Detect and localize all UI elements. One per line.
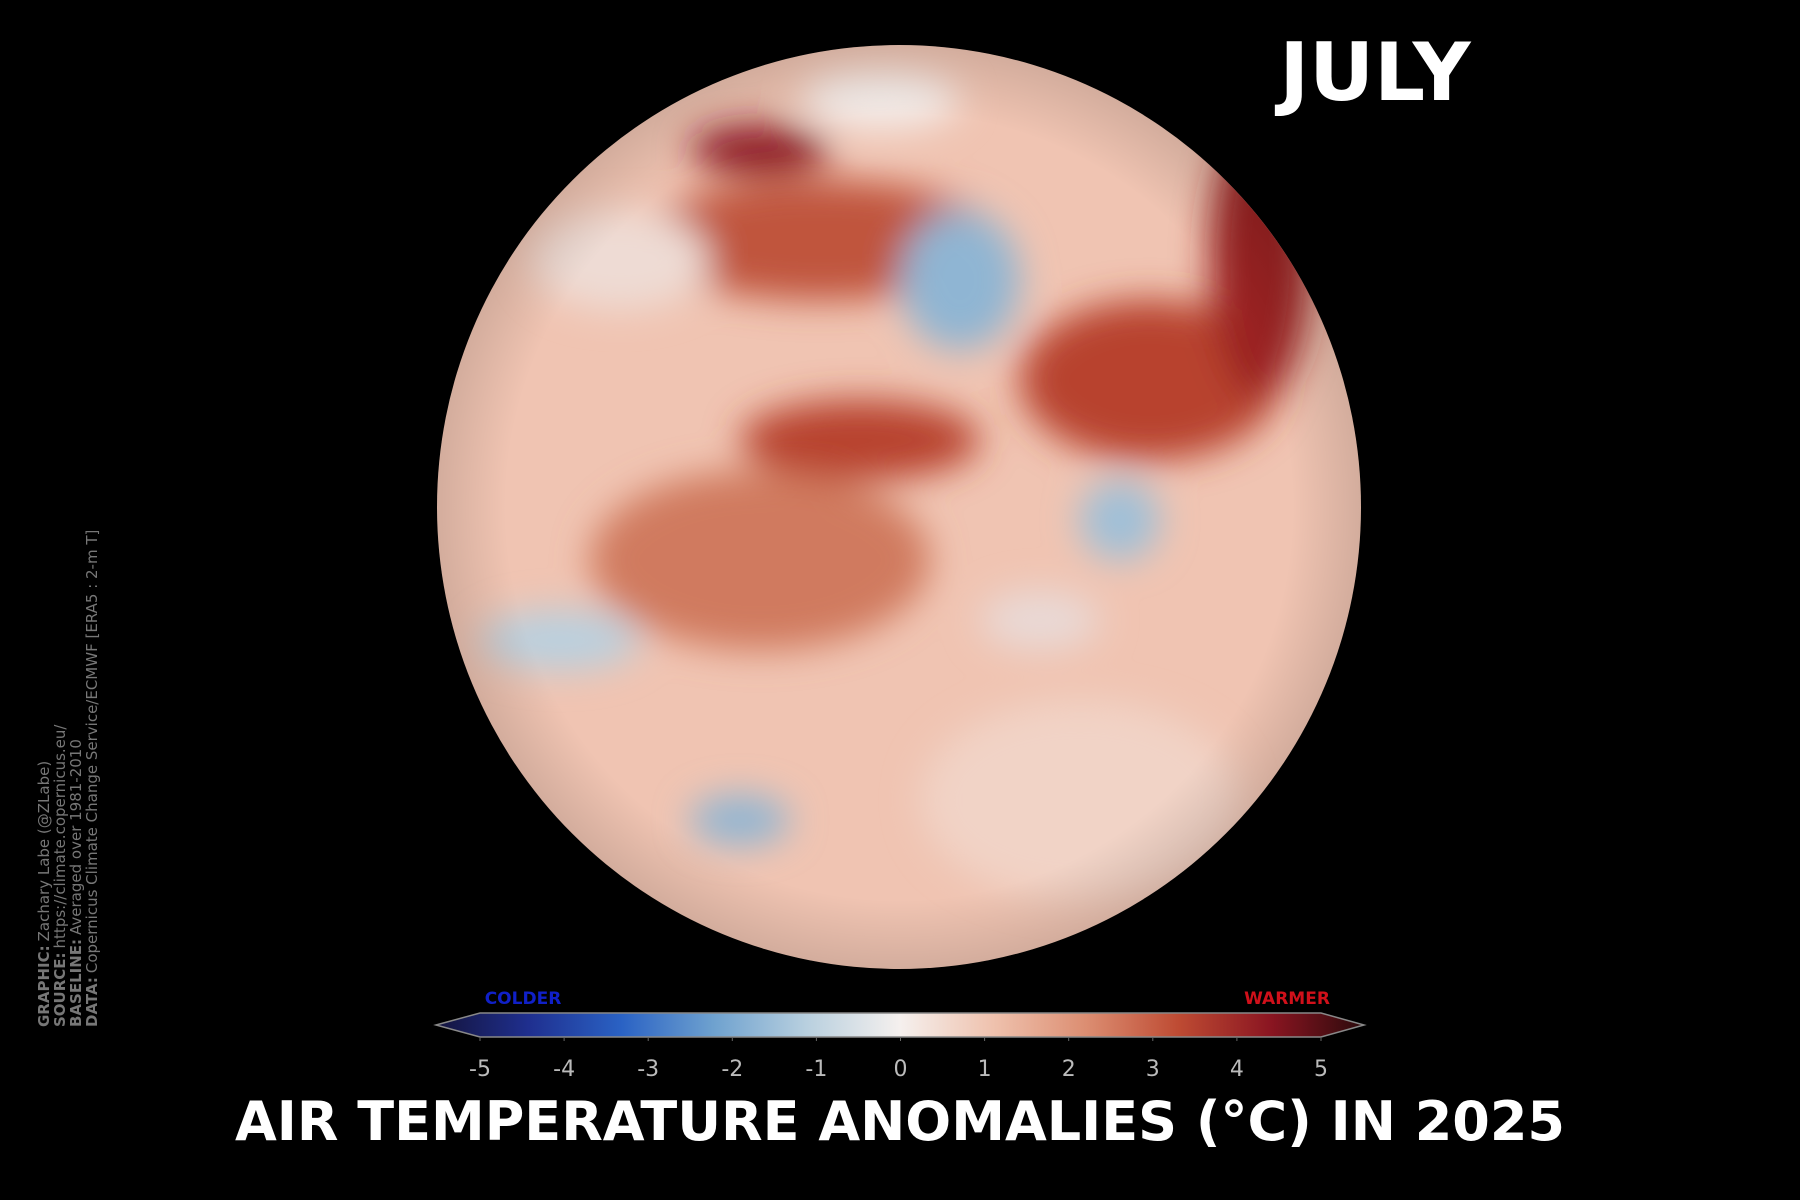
credit-text: https://climate.copernicus.eu/ <box>51 724 69 949</box>
colorbar-tick-label: 1 <box>978 1057 992 1082</box>
month-label: JULY <box>1274 26 1471 119</box>
credits: GRAPHIC: Zachary Labe (@ZLabe) SOURCE: http… <box>35 530 101 1027</box>
colorbar-tick-label: -4 <box>553 1057 575 1082</box>
colorbar-tick-label: -2 <box>721 1057 743 1082</box>
credit-label: DATA: <box>83 977 101 1027</box>
credit-line: GRAPHIC: Zachary Labe (@ZLabe) <box>35 761 53 1027</box>
globe-shading <box>437 45 1361 969</box>
credit-label: SOURCE: <box>51 952 69 1027</box>
credit-text: Averaged over 1981-2010 <box>67 739 85 935</box>
colorbar-bar <box>433 1012 1367 1038</box>
globe <box>437 45 1361 969</box>
colorbar-tick-label: -3 <box>637 1057 659 1082</box>
credit-label: GRAPHIC: <box>35 945 53 1027</box>
credit-line: BASELINE: Averaged over 1981-2010 <box>67 739 85 1027</box>
colder-label: COLDER <box>485 989 562 1009</box>
colorbar: -5 -4 -3 -2 -1 0 1 2 3 4 5 COLDER WARMER <box>433 989 1367 1082</box>
colorbar-tick-label: 2 <box>1062 1057 1076 1082</box>
colorbar-tick-label: 3 <box>1146 1057 1160 1082</box>
warmer-label: WARMER <box>1244 989 1330 1009</box>
colorbar-tick-label: -5 <box>469 1057 491 1082</box>
main-title: AIR TEMPERATURE ANOMALIES (°C) IN 2025 <box>235 1090 1565 1153</box>
credit-text: Copernicus Climate Change Service/ECMWF … <box>83 530 101 974</box>
colorbar-tick-label: 4 <box>1230 1057 1244 1082</box>
credit-label: BASELINE: <box>67 939 85 1027</box>
credit-text: Zachary Labe (@ZLabe) <box>35 761 53 942</box>
colorbar-tick-label: -1 <box>805 1057 827 1082</box>
credit-line: SOURCE: https://climate.copernicus.eu/ <box>51 724 69 1027</box>
colorbar-tick-label: 5 <box>1314 1057 1328 1082</box>
colorbar-tick-label: 0 <box>894 1057 908 1082</box>
credit-line: DATA: Copernicus Climate Change Service/E… <box>83 530 101 1027</box>
